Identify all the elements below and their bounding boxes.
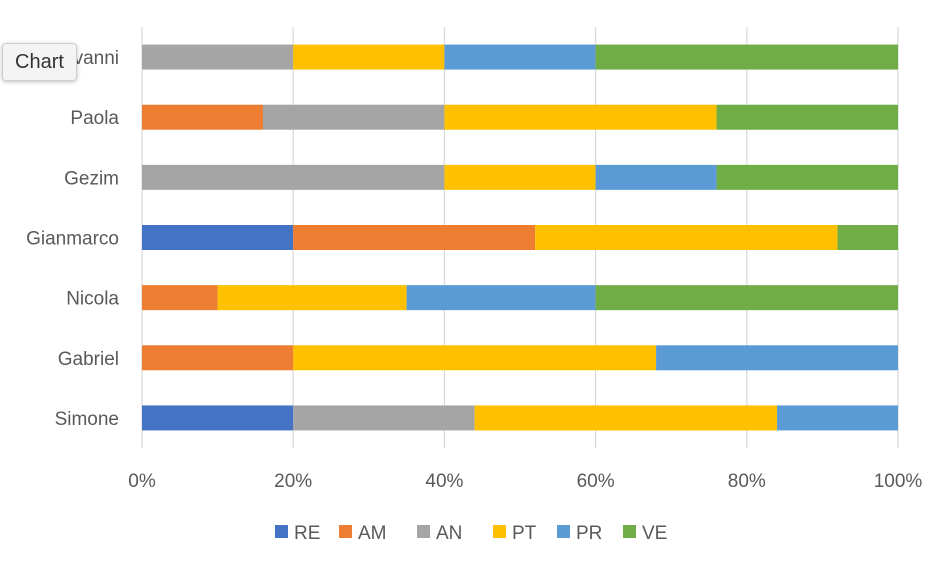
bar-segment-pt[interactable]	[217, 285, 407, 311]
category-labels: SimoneGabrielNicolaGianmarcoGezimPaolaGi…	[26, 48, 119, 430]
bar-segment-pt[interactable]	[293, 44, 445, 70]
x-tick-label: 80%	[728, 471, 766, 492]
bar-segment-pt[interactable]	[293, 345, 657, 371]
bar-segment-pr[interactable]	[444, 44, 596, 70]
x-tick-label: 0%	[128, 471, 156, 492]
category-label: Gezim	[64, 168, 119, 189]
bar-segment-an[interactable]	[293, 405, 475, 431]
bar-segment-an[interactable]	[262, 104, 445, 130]
bar-segment-am[interactable]	[142, 285, 218, 311]
bar-segment-ve[interactable]	[716, 104, 898, 130]
bar-segment-pt[interactable]	[535, 225, 838, 250]
legend-label: RE	[294, 523, 320, 544]
x-tick-labels: 0% 20% 40% 60% 80% 100%	[128, 471, 922, 492]
bar-segment-pr[interactable]	[595, 164, 717, 190]
legend-item-ve[interactable]: VE	[623, 523, 667, 544]
category-label: Simone	[55, 409, 119, 430]
bar-segment-re[interactable]	[142, 225, 294, 250]
legend-label: AM	[358, 523, 387, 544]
bar-segment-an[interactable]	[142, 44, 294, 70]
bar-segment-am[interactable]	[142, 104, 263, 130]
bar-segment-ve[interactable]	[837, 225, 898, 250]
legend-swatch	[417, 525, 430, 538]
bar-segment-ve[interactable]	[716, 164, 898, 190]
x-tick-label: 20%	[274, 471, 312, 492]
x-tick-label: 100%	[874, 471, 923, 492]
bar-segment-am[interactable]	[293, 225, 536, 250]
bar-segment-an[interactable]	[142, 164, 445, 190]
bar-segment-pr[interactable]	[777, 405, 898, 431]
bar-segment-re[interactable]	[142, 405, 294, 431]
legend-swatch	[557, 525, 570, 538]
x-tick-label: 40%	[425, 471, 463, 492]
bar-segment-pt[interactable]	[474, 405, 778, 431]
legend-label: AN	[436, 523, 462, 544]
bar-segment-am[interactable]	[142, 345, 294, 371]
category-label: Gianmarco	[26, 229, 119, 250]
bar-segment-ve[interactable]	[595, 285, 898, 311]
legend-item-an[interactable]: AN	[417, 523, 462, 544]
legend-item-am[interactable]: AM	[339, 523, 387, 544]
category-label: Paola	[70, 108, 119, 129]
legend-item-re[interactable]: RE	[275, 523, 320, 544]
bar-segment-pr[interactable]	[406, 285, 596, 311]
legend-swatch	[623, 525, 636, 538]
category-label: Gabriel	[58, 349, 119, 370]
bar-segment-ve[interactable]	[595, 44, 898, 70]
legend-item-pt[interactable]: PT	[493, 523, 537, 544]
legend-swatch	[275, 525, 288, 538]
bar-segment-pt[interactable]	[444, 104, 717, 130]
x-tick-label: 60%	[577, 471, 615, 492]
bar-segment-pt[interactable]	[444, 164, 596, 190]
legend-swatch	[339, 525, 352, 538]
legend-label: PT	[512, 523, 537, 544]
category-label: Nicola	[66, 289, 119, 310]
chart-tooltip: Chart	[2, 43, 77, 81]
legend-swatch	[493, 525, 506, 538]
bar-segment-pr[interactable]	[656, 345, 898, 371]
bars	[142, 44, 898, 431]
legend-item-pr[interactable]: PR	[557, 523, 602, 544]
legend-label: PR	[576, 523, 602, 544]
legend-label: VE	[642, 523, 667, 544]
legend: RE AM AN PT PR VE	[275, 523, 667, 544]
